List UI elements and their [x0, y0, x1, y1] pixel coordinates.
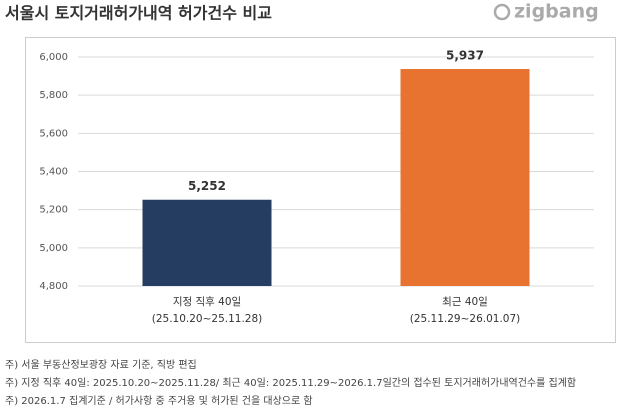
footnote: 주) 서울 부동산정보광장 자료 기준, 직방 편집: [5, 359, 197, 371]
y-tick-label: 6,000: [39, 52, 68, 63]
plot-frame: [25, 37, 616, 343]
brand-icon: [493, 3, 511, 21]
y-tick-label: 4,800: [39, 281, 68, 292]
y-tick-label: 5,800: [39, 90, 68, 101]
data-label: 5,252: [188, 179, 226, 193]
footnote: 주) 지정 직후 40일: 2025.10.20~2025.11.28/ 최근 …: [5, 377, 576, 389]
x-tick-period: (25.10.20~25.11.28): [152, 313, 263, 325]
bar: [142, 199, 272, 286]
brand-logo: zigbang: [514, 1, 599, 23]
y-tick-label: 5,200: [39, 205, 68, 216]
x-tick-period: (25.11.29~26.01.07): [410, 313, 521, 325]
x-tick-label: 최근 40일: [442, 295, 488, 308]
bar: [400, 69, 530, 287]
y-tick-label: 5,600: [39, 128, 68, 139]
footnote: 주) 2026.1.7 집계기준 / 허가사항 중 주거용 및 허가된 건을 대…: [5, 395, 313, 407]
chart-title: 서울시 토지거래허가내역 허가건수 비교: [5, 4, 272, 23]
y-tick-label: 5,400: [39, 167, 68, 178]
y-tick-label: 5,000: [39, 243, 68, 254]
x-tick-label: 지정 직후 40일: [173, 295, 241, 308]
data-label: 5,937: [446, 49, 484, 63]
